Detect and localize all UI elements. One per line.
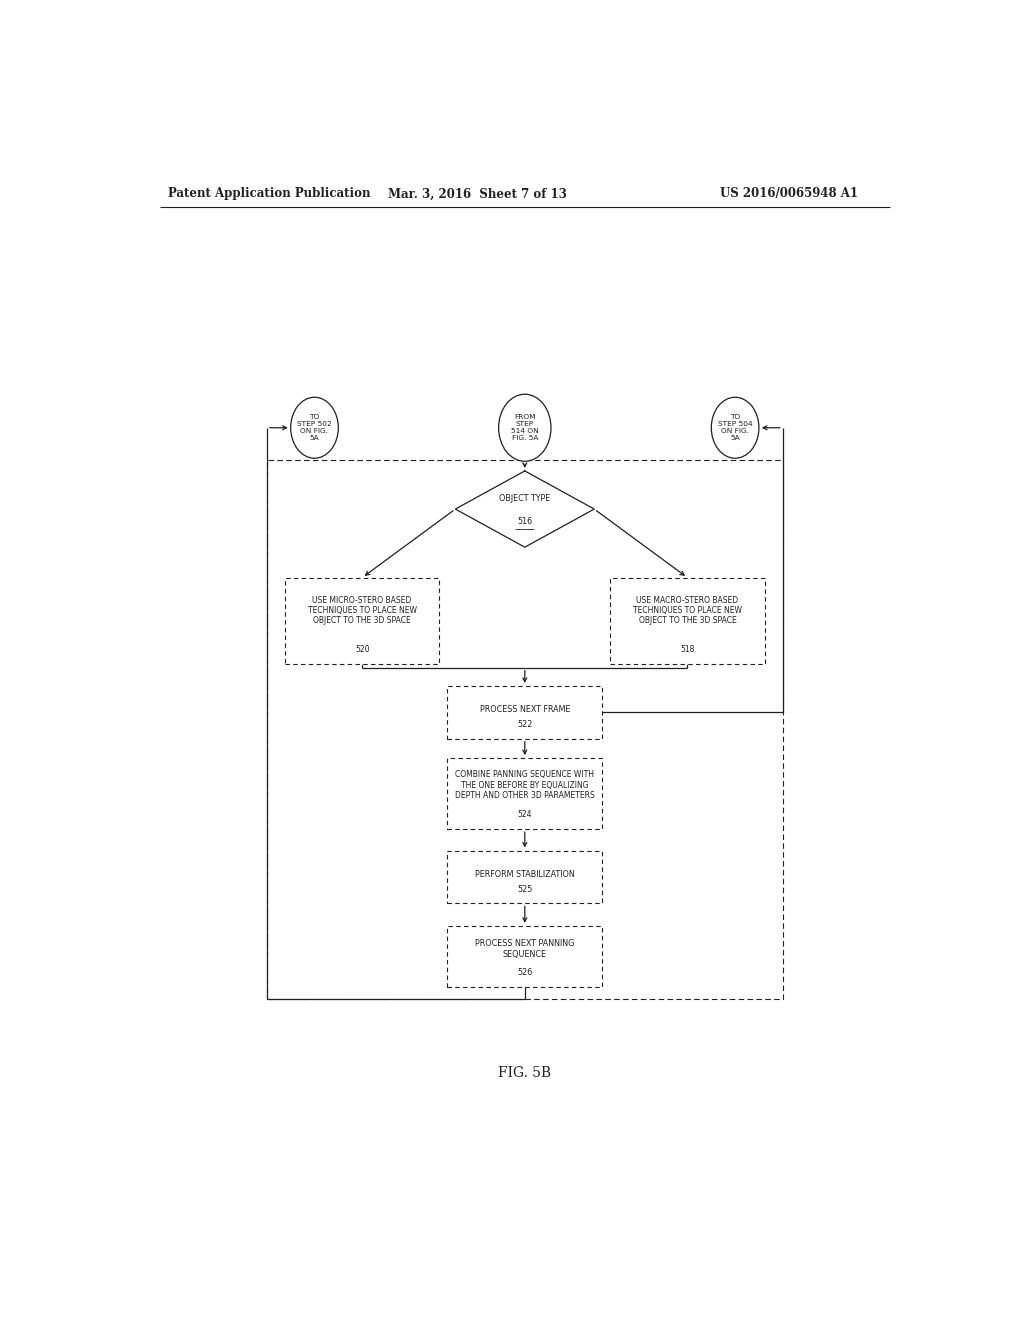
Bar bbox=[610, 578, 765, 664]
Text: TO
STEP 502
ON FIG.
5A: TO STEP 502 ON FIG. 5A bbox=[297, 414, 332, 441]
Text: 524: 524 bbox=[517, 810, 532, 820]
Bar bbox=[447, 850, 602, 903]
Text: FROM
STEP
514 ON
FIG. 5A: FROM STEP 514 ON FIG. 5A bbox=[511, 414, 539, 441]
Text: 520: 520 bbox=[355, 645, 370, 655]
Text: USE MACRO-STERO BASED
TECHNIQUES TO PLACE NEW
OBJECT TO THE 3D SPACE: USE MACRO-STERO BASED TECHNIQUES TO PLAC… bbox=[633, 595, 742, 626]
Text: FIG. 5B: FIG. 5B bbox=[499, 1067, 551, 1080]
Text: 525: 525 bbox=[517, 884, 532, 894]
Text: TO
STEP 504
ON FIG.
5A: TO STEP 504 ON FIG. 5A bbox=[718, 414, 753, 441]
Bar bbox=[447, 925, 602, 987]
Text: COMBINE PANNING SEQUENCE WITH
THE ONE BEFORE BY EQUALIZING
DEPTH AND OTHER 3D PA: COMBINE PANNING SEQUENCE WITH THE ONE BE… bbox=[455, 770, 595, 800]
Text: 526: 526 bbox=[517, 968, 532, 977]
Text: PROCESS NEXT PANNING
SEQUENCE: PROCESS NEXT PANNING SEQUENCE bbox=[475, 940, 574, 958]
Text: Patent Application Publication: Patent Application Publication bbox=[168, 187, 371, 201]
Bar bbox=[447, 758, 602, 829]
Text: 522: 522 bbox=[517, 719, 532, 729]
Text: PROCESS NEXT FRAME: PROCESS NEXT FRAME bbox=[479, 705, 570, 714]
Bar bbox=[285, 578, 439, 664]
Bar bbox=[267, 461, 782, 999]
Text: US 2016/0065948 A1: US 2016/0065948 A1 bbox=[720, 187, 858, 201]
Text: OBJECT TYPE: OBJECT TYPE bbox=[499, 495, 551, 503]
Text: 516: 516 bbox=[517, 516, 532, 525]
Text: 518: 518 bbox=[680, 645, 694, 655]
Text: Mar. 3, 2016  Sheet 7 of 13: Mar. 3, 2016 Sheet 7 of 13 bbox=[388, 187, 566, 201]
Circle shape bbox=[712, 397, 759, 458]
Text: PERFORM STABILIZATION: PERFORM STABILIZATION bbox=[475, 870, 574, 879]
Circle shape bbox=[291, 397, 338, 458]
Text: USE MICRO-STERO BASED
TECHNIQUES TO PLACE NEW
OBJECT TO THE 3D SPACE: USE MICRO-STERO BASED TECHNIQUES TO PLAC… bbox=[307, 595, 417, 626]
Bar bbox=[447, 686, 602, 739]
Circle shape bbox=[499, 395, 551, 461]
